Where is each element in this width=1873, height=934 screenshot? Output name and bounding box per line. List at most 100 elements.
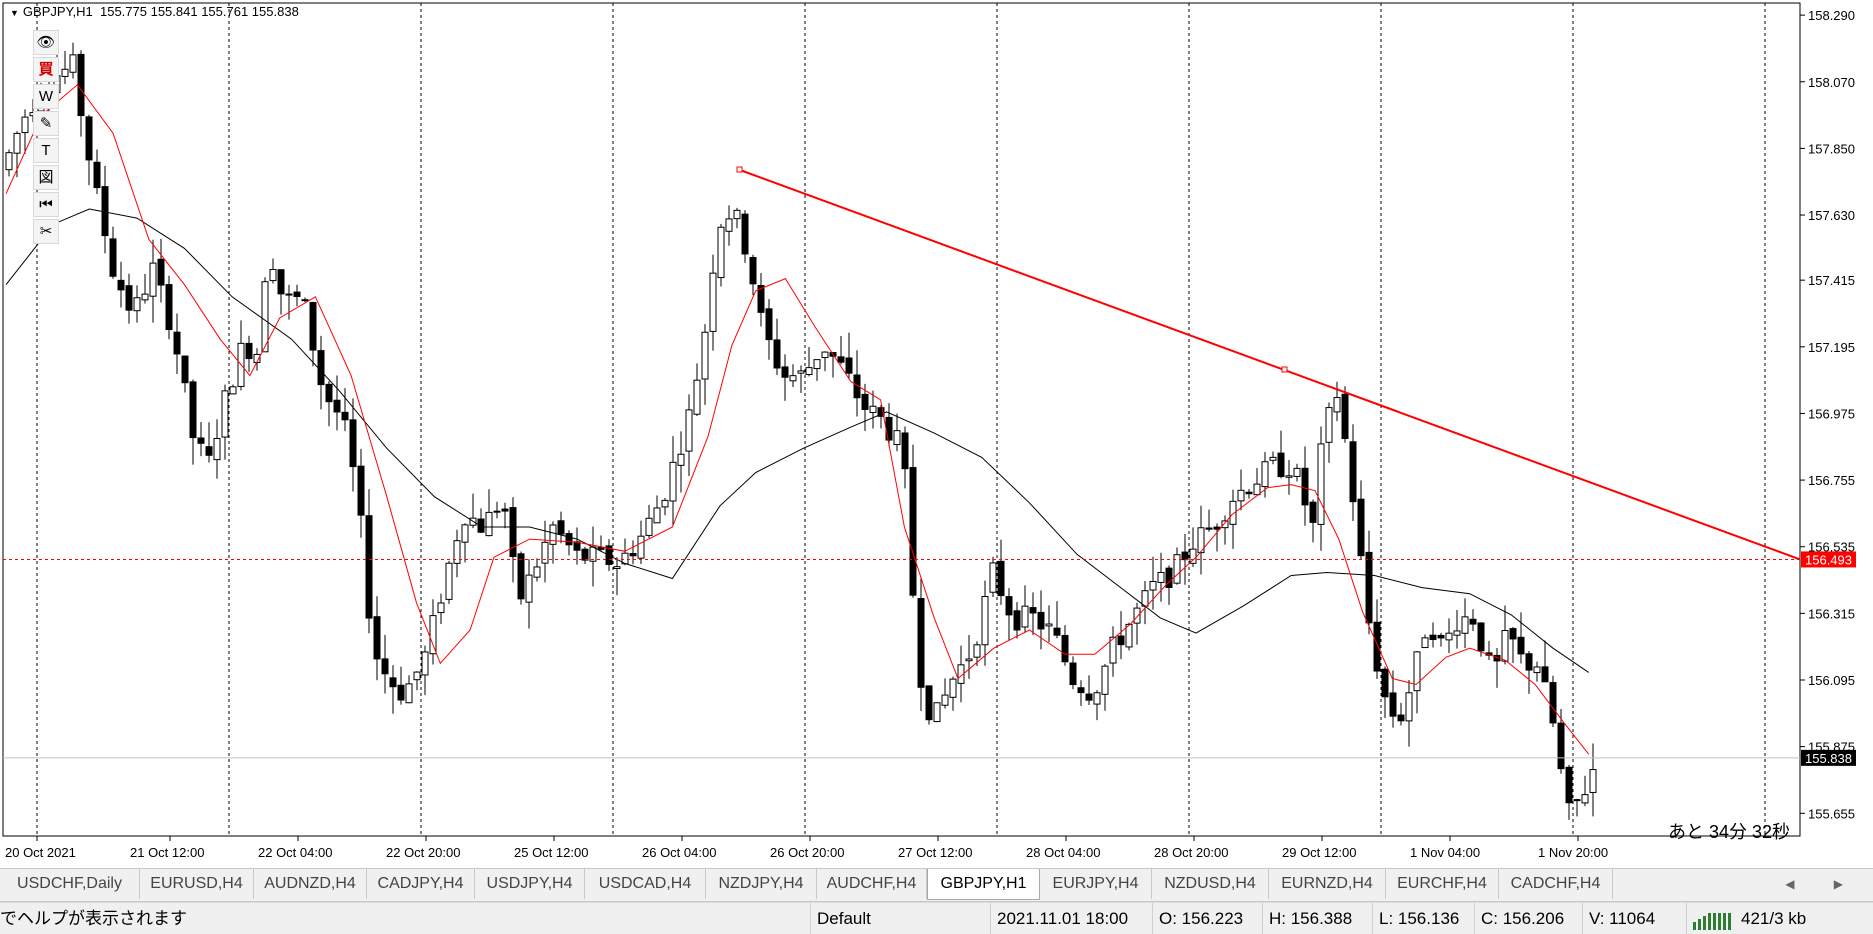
candle-bull	[493, 510, 501, 513]
candle-bear	[317, 350, 325, 386]
candle-bull	[1045, 623, 1053, 627]
candle-bull	[693, 379, 701, 415]
candle-bull	[69, 54, 77, 73]
candle-bull	[1221, 520, 1229, 529]
candle-bear	[597, 547, 605, 550]
tab-gbpjpy-h1[interactable]: GBPJPY,H1	[927, 869, 1040, 900]
candle-bear	[557, 520, 565, 535]
candle-bear	[853, 374, 861, 399]
pencil-icon[interactable]: ✎	[33, 111, 59, 136]
status-bar: でヘルプが表示されます Default 2021.11.01 18:00 O: …	[0, 902, 1873, 934]
candle-bear	[85, 116, 93, 161]
tab-nzdjpy-h4[interactable]: NZDJPY,H4	[706, 869, 817, 899]
candle-bull	[813, 359, 821, 370]
candle-bull	[797, 370, 805, 374]
status-close: C: 156.206	[1474, 903, 1582, 934]
tab-nzdusd-h4[interactable]: NZDUSD,H4	[1152, 869, 1269, 899]
candle-bull	[1109, 636, 1117, 664]
w-icon[interactable]: W	[33, 84, 59, 109]
x-tick-label: 25 Oct 12:00	[514, 845, 588, 860]
candle-bear	[245, 342, 253, 360]
candle-bull	[1317, 443, 1325, 525]
candle-bull	[1229, 500, 1237, 525]
tab-scroll-arrows-icon[interactable]: ◀ ▶	[1785, 877, 1861, 891]
candle-bear	[165, 284, 173, 331]
candle-bull	[717, 226, 725, 279]
tab-audchf-h4[interactable]: AUDCHF,H4	[817, 869, 927, 899]
candle-bear	[365, 515, 373, 619]
status-profile[interactable]: Default	[810, 903, 990, 934]
candle-bear	[1365, 551, 1373, 624]
candle-bear	[157, 258, 165, 286]
horizontal-line-price-label: 156.493	[1805, 552, 1852, 567]
plot-frame	[2, 2, 1801, 837]
chart-tabs: USDCHF,Daily EURUSD,H4 AUDNZD,H4 CADJPY,H4 U…	[0, 868, 1873, 902]
candle-bear	[1029, 607, 1037, 614]
y-tick-label: 157.850	[1808, 141, 1855, 156]
ma-fast-line	[5, 84, 1590, 755]
eye-icon[interactable]: 👁	[33, 30, 59, 55]
candle-bear	[1085, 693, 1093, 701]
candle-bear	[1373, 621, 1381, 672]
figure-icon[interactable]: 図	[33, 165, 59, 190]
trendline-anchor-start	[736, 166, 743, 173]
candle-bear	[1077, 687, 1085, 694]
x-tick-label: 22 Oct 20:00	[386, 845, 460, 860]
candle-bull	[453, 540, 461, 564]
trendline[interactable]	[739, 169, 1801, 561]
candle-bull	[869, 405, 877, 413]
candle-bear	[1277, 452, 1285, 478]
candle-bear	[845, 357, 853, 374]
current-price-label: 155.838	[1805, 751, 1852, 766]
tab-cadjpy-h4[interactable]: CADJPY,H4	[367, 869, 475, 899]
x-tick-label: 1 Nov 20:00	[1538, 845, 1608, 860]
candle-bull	[1149, 581, 1157, 591]
candle-bear	[1213, 526, 1221, 530]
candle-bear	[925, 685, 933, 721]
candle-bull	[525, 574, 533, 603]
candle-bull	[725, 218, 733, 232]
connection-bars-icon	[1693, 912, 1731, 930]
rewind-icon[interactable]: ⏮	[33, 192, 59, 217]
tab-cadchf-h4[interactable]: CADCHF,H4	[1499, 869, 1613, 899]
candle-bear	[173, 331, 181, 355]
candle-bull	[485, 511, 493, 537]
status-traffic[interactable]: 421/3 kb	[1686, 903, 1873, 934]
candle-bear	[909, 466, 917, 596]
candle-bear	[381, 658, 389, 675]
tab-eurchf-h4[interactable]: EURCHF,H4	[1386, 869, 1499, 899]
candle-bear	[1357, 498, 1365, 557]
candle-bull	[13, 132, 21, 154]
buy-icon[interactable]: 買	[33, 57, 59, 82]
candle-bull	[1501, 630, 1509, 662]
tab-usdchf-daily[interactable]: USDCHF,Daily	[0, 869, 140, 899]
candle-bull	[669, 461, 677, 502]
candle-bear	[1005, 596, 1013, 616]
tab-eurnzd-h4[interactable]: EURNZD,H4	[1269, 869, 1386, 899]
candle-bull	[261, 281, 269, 353]
tab-audnzd-h4[interactable]: AUDNZD,H4	[254, 869, 367, 899]
scissors-icon[interactable]: ✂	[33, 219, 59, 244]
tab-eurusd-h4[interactable]: EURUSD,H4	[140, 869, 254, 899]
y-tick-label: 155.655	[1808, 806, 1855, 821]
text-icon[interactable]: T	[33, 138, 59, 163]
tab-eurjpy-h4[interactable]: EURJPY,H4	[1040, 869, 1152, 899]
candle-bull	[789, 375, 797, 382]
tab-usdcad-h4[interactable]: USDCAD,H4	[585, 869, 706, 899]
price-chart[interactable]: 158.290 158.070 157.850 157.630 157.415 157.1…	[0, 0, 1873, 868]
status-low: L: 156.136	[1372, 903, 1474, 934]
candle-bull	[1573, 799, 1581, 802]
collapse-triangle-icon[interactable]: ▼	[10, 8, 19, 18]
candle-bear	[509, 507, 517, 558]
candle-bear	[877, 407, 885, 417]
x-tick-label: 22 Oct 04:00	[258, 845, 332, 860]
candle-bear	[309, 302, 317, 351]
candle-bear	[341, 411, 349, 421]
chart-area[interactable]: 158.290 158.070 157.850 157.630 157.415 157.1…	[0, 0, 1873, 868]
candle-bear	[629, 553, 637, 557]
candle-bear	[349, 419, 357, 468]
tab-usdjpy-h4[interactable]: USDJPY,H4	[475, 869, 585, 899]
status-high: H: 156.388	[1262, 903, 1372, 934]
candle-bull	[1581, 794, 1589, 804]
candle-bear	[749, 256, 757, 285]
